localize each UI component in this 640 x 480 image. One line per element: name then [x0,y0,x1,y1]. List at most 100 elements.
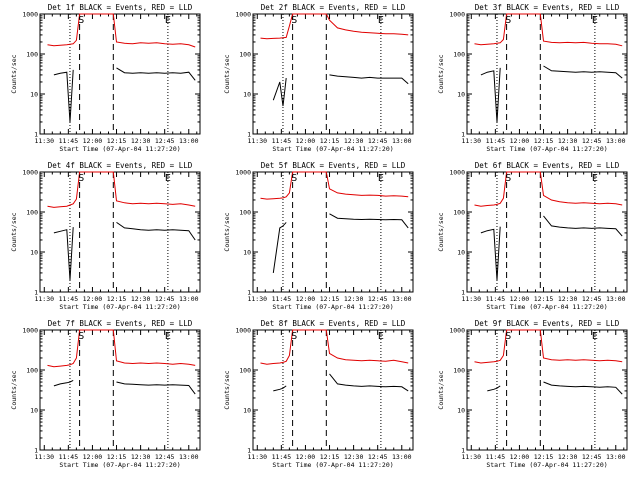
x-tick-label: 12:15 [107,295,127,303]
end-marker: E [165,331,171,342]
x-tick-label: 11:45 [272,137,292,145]
panel-det-9f: Det 9f BLACK = Events, RED = LLD 1 10 100 10… [437,319,627,469]
x-tick-label: 11:45 [59,453,79,461]
x-tick-label: 12:45 [368,295,388,303]
x-tick-label: 11:30 [247,453,267,461]
events-series-line [273,75,408,106]
x-tick-label: 11:45 [486,137,506,145]
x-tick-label: 11:30 [34,137,54,145]
x-tick-label: 12:15 [320,137,340,145]
y-tick-label: 100 [453,367,465,375]
x-tick-label: 11:30 [461,295,481,303]
x-tick-label: 12:00 [296,137,316,145]
x-tick-label: 11:45 [59,137,79,145]
x-tick-label: 12:45 [368,137,388,145]
lld-series-line [475,330,623,363]
x-axis-label: Start Time (07-Apr-04 11:27:20) [59,461,180,469]
panel-det-2f: Det 2f BLACK = Events, RED = LLD 1 10 100 10… [223,3,413,153]
plot-frame [467,14,627,134]
x-tick-label: 12:15 [534,453,554,461]
y-tick-label: 1000 [22,11,38,19]
detector-lightcurve-figure: Det 1f BLACK = Events, RED = LLD11010010… [0,0,640,480]
x-tick-label: 13:00 [179,295,199,303]
panel-title: Det 2f BLACK = Events, RED = LLD [261,3,406,12]
x-tick-label: 12:00 [510,453,530,461]
start-marker: S [505,15,511,26]
y-axis-label: Counts/sec [10,54,18,93]
x-tick-label: 13:00 [392,453,412,461]
x-tick-label: 12:00 [83,295,103,303]
x-tick-label: 12:15 [320,453,340,461]
y-tick-label: 1000 [22,327,38,335]
x-axis-label: Start Time (07-Apr-04 11:27:20) [272,303,393,311]
x-tick-label: 12:45 [582,453,602,461]
y-axis-label: Counts/sec [10,370,18,409]
y-tick-label: 10 [30,91,38,99]
start-marker: S [291,173,297,184]
y-tick-label: 100 [26,209,38,217]
x-tick-label: 13:00 [606,295,626,303]
plot-frame [40,14,200,134]
start-marker: S [291,331,297,342]
y-axis-label: Counts/sec [223,212,231,251]
y-tick-label: 1000 [449,11,465,19]
events-series-line [481,66,622,122]
x-tick-label: 11:45 [272,295,292,303]
x-axis-label: Start Time (07-Apr-04 11:27:20) [486,303,607,311]
x-tick-label: 12:15 [534,295,554,303]
panel-title: Det 5f BLACK = Events, RED = LLD [261,161,406,170]
x-tick-label: 12:45 [155,137,175,145]
x-tick-label: 13:00 [179,137,199,145]
y-tick-label: 1000 [449,327,465,335]
y-tick-label: 100 [239,209,251,217]
x-tick-label: 12:30 [131,137,151,145]
y-tick-label: 10 [457,249,465,257]
y-tick-label: 10 [243,249,251,257]
y-tick-label: 100 [239,51,251,59]
x-tick-label: 11:30 [247,137,267,145]
y-tick-label: 100 [239,367,251,375]
panel-title: Det 7f BLACK = Events, RED = LLD [48,319,193,328]
x-tick-label: 12:30 [344,295,364,303]
x-tick-label: 13:00 [392,295,412,303]
x-tick-label: 12:15 [107,453,127,461]
x-tick-label: 12:45 [582,295,602,303]
x-tick-label: 12:30 [131,295,151,303]
panel-det-6f: Det 6f BLACK = Events, RED = LLD11010010… [437,161,627,311]
panel-title: Det 3f BLACK = Events, RED = LLD [475,3,620,12]
y-axis-label: Counts/sec [10,212,18,251]
start-marker: S [78,173,84,184]
y-tick-label: 1000 [235,11,251,19]
x-axis-label: Start Time (07-Apr-04 11:27:20) [272,461,393,469]
y-tick-label: 100 [453,51,465,59]
x-tick-label: 12:00 [510,137,530,145]
x-tick-label: 12:30 [131,453,151,461]
x-tick-label: 12:45 [368,453,388,461]
start-marker: S [505,331,511,342]
plot-frame [253,14,413,134]
x-tick-label: 13:00 [606,453,626,461]
end-marker: E [592,331,598,342]
x-tick-label: 11:45 [272,453,292,461]
panel-det-5f: Det 5f BLACK = Events, RED = LLD 1 10 100 10… [223,161,413,311]
end-marker: E [165,15,171,26]
y-tick-label: 1000 [235,327,251,335]
events-series-line [54,380,195,394]
end-marker: E [165,173,171,184]
y-tick-label: 100 [453,209,465,217]
x-axis-label: Start Time (07-Apr-04 11:27:20) [59,303,180,311]
panel-det-1f: Det 1f BLACK = Events, RED = LLD11010010… [10,3,200,153]
lld-series-line [475,172,623,206]
x-tick-label: 12:45 [582,137,602,145]
plot-frame [467,172,627,292]
x-tick-label: 12:45 [155,453,175,461]
y-tick-label: 1000 [22,169,38,177]
y-tick-label: 10 [243,91,251,99]
x-axis-label: Start Time (07-Apr-04 11:27:20) [486,461,607,469]
y-tick-label: 100 [26,367,38,375]
end-marker: E [378,173,384,184]
end-marker: E [378,15,384,26]
lld-series-line [261,172,409,199]
x-tick-label: 12:00 [296,295,316,303]
x-tick-label: 11:30 [461,453,481,461]
